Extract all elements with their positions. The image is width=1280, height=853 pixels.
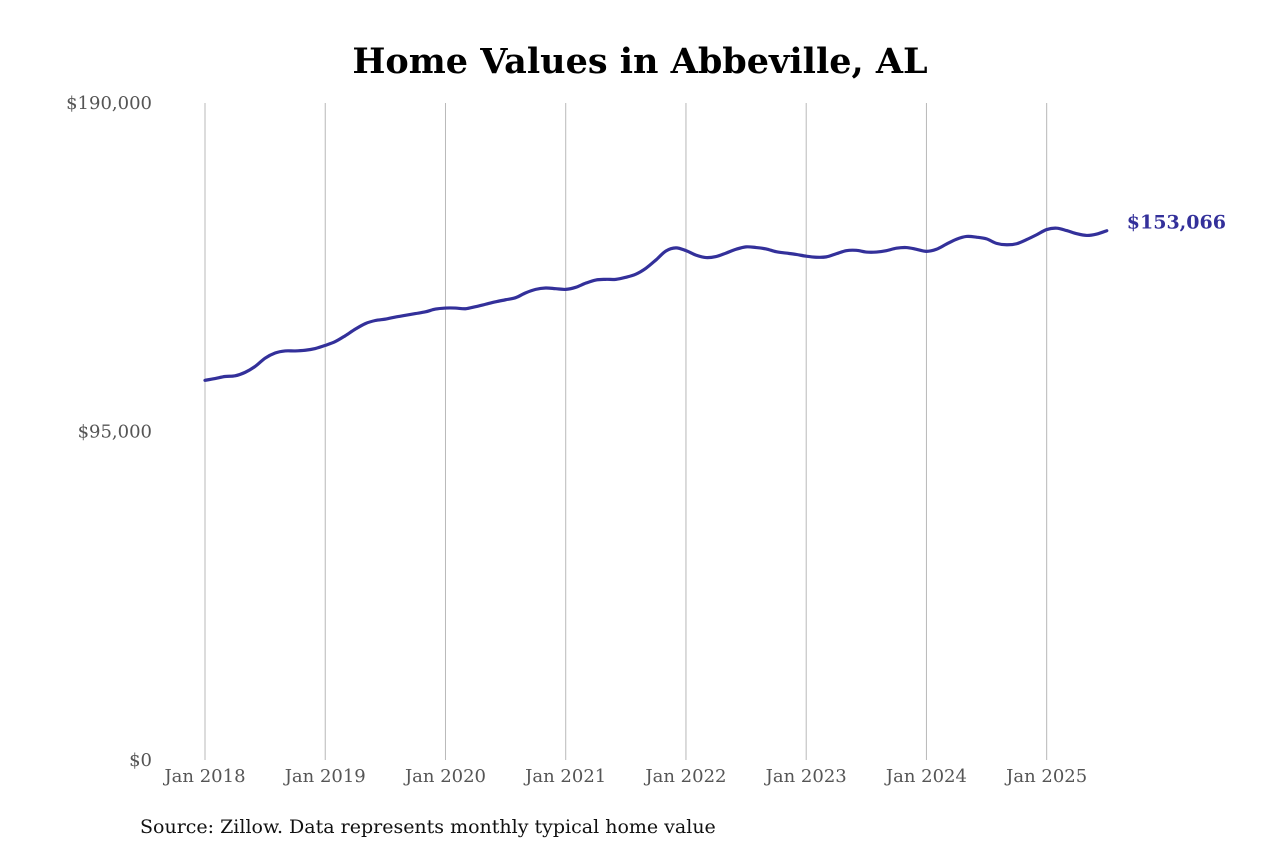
x-tick-label: Jan 2020 bbox=[403, 766, 486, 787]
y-tick-label: $95,000 bbox=[78, 422, 152, 443]
series-line bbox=[203, 226, 1109, 382]
end-value-label: $153,066 bbox=[1127, 212, 1226, 234]
y-tick-label: $0 bbox=[129, 750, 152, 771]
x-tick-label: Jan 2025 bbox=[1004, 766, 1087, 787]
x-tick-label: Jan 2023 bbox=[764, 766, 847, 787]
x-tick-label: Jan 2024 bbox=[884, 766, 967, 787]
x-tick-label: Jan 2019 bbox=[283, 766, 366, 787]
y-tick-label: $190,000 bbox=[66, 93, 152, 114]
x-tick-label: Jan 2021 bbox=[523, 766, 606, 787]
source-note: Source: Zillow. Data represents monthly … bbox=[140, 816, 716, 838]
chart-title: Home Values in Abbeville, AL bbox=[352, 41, 928, 82]
x-tick-label: Jan 2018 bbox=[162, 766, 245, 787]
x-tick-label: Jan 2022 bbox=[643, 766, 726, 787]
